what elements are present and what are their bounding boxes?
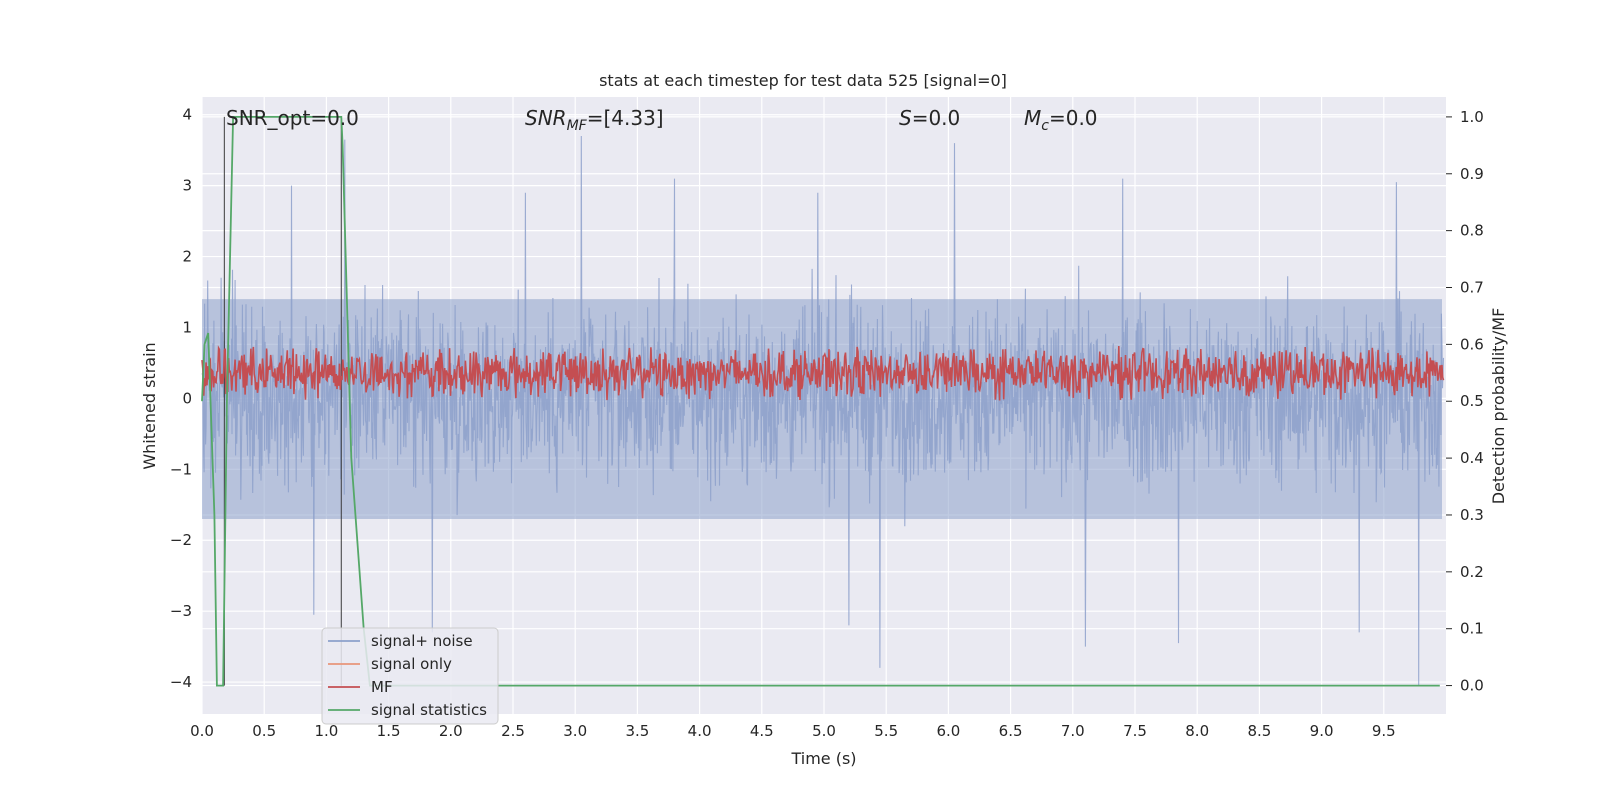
legend-label: MF [371,678,393,696]
x-axis-ticks: 0.0 0.5 1.0 1.5 2.0 2.5 3.0 3.5 4.0 4.5 5.0 5.5 6.0 6… [190,722,1396,740]
x-tick-label: 7.0 [1061,722,1085,740]
y-tick-label: −4 [170,673,192,691]
signal-noise-series [201,135,1445,686]
legend-box [321,627,499,725]
annotation-snr-opt: SNR_opt=0.0 [226,106,359,130]
series-line-signal-statistics [201,116,1440,687]
y-right-tick-label: 0.3 [1460,506,1484,524]
legend: signal+ noise signal only MF signal stat… [321,627,499,725]
legend-label: signal statistics [371,701,487,719]
legend-label: signal+ noise [371,632,473,650]
y-tick-label: −1 [170,460,192,478]
x-tick-label: 6.5 [999,722,1023,740]
y-right-axis-ticks: 1.0 0.9 0.8 0.7 0.6 0.5 0.4 0.3 0.2 0.1 0.0 [1446,108,1484,695]
x-tick-label: 4.5 [750,722,774,740]
y-right-tick-label: 0.6 [1460,335,1484,353]
x-tick-label: 6.0 [936,722,960,740]
legend-item-signal-statistics: signal statistics [328,701,487,719]
x-axis-label: Time (s) [790,749,856,768]
y-axis-ticks: 4 3 2 1 0 −1 −2 −3 −4 [170,106,192,691]
y-right-tick-label: 0.8 [1460,222,1484,240]
x-tick-label: 7.5 [1123,722,1147,740]
y-tick-label: 3 [182,177,192,195]
annotation-snr-mf-sub: MF [567,118,588,134]
annotation-snr-mf-main: SNR [525,106,567,130]
x-tick-label: 5.5 [874,722,898,740]
y-right-tick-label: 0.0 [1460,677,1484,695]
y-right-tick-label: 0.4 [1460,449,1484,467]
x-tick-label: 5.0 [812,722,836,740]
annotation-s-value: =0.0 [912,106,961,130]
annotation-mc: Mc=0.0 [1024,106,1098,134]
y-right-tick-label: 0.2 [1460,563,1484,581]
legend-item-signal-only: signal only [328,655,452,673]
annotation-snr-mf: SNRMF=[4.33] [525,106,664,134]
y-right-tick-label: 0.7 [1460,279,1484,297]
y-right-tick-label: 0.5 [1460,392,1484,410]
x-tick-label: 8.0 [1185,722,1209,740]
annotation-s-main: S [899,106,912,130]
annotation-s: S=0.0 [899,106,960,130]
x-tick-label: 3.0 [563,722,587,740]
annotation-snr-mf-value: =[4.33] [587,106,664,130]
y-right-axis-label: Detection probability/MF [1489,308,1508,505]
x-tick-label: 2.0 [439,722,463,740]
x-tick-label: 3.5 [625,722,649,740]
legend-label: signal only [371,655,452,673]
series-band-signal-noise [202,299,1442,519]
x-tick-label: 1.5 [377,722,401,740]
x-tick-label: 0.0 [190,722,214,740]
y-axis-label: Whitened strain [140,342,159,469]
signal-statistics-series [201,116,1440,687]
annotation-mc-value: =0.0 [1049,106,1098,130]
chart-title: stats at each timestep for test data 525… [599,71,1007,90]
x-tick-label: 0.5 [252,722,276,740]
y-tick-label: 2 [182,248,192,266]
y-tick-label: 1 [182,318,192,336]
annotation-mc-sub: c [1041,118,1049,134]
y-tick-label: 0 [182,389,192,407]
y-tick-label: 4 [182,106,192,124]
mf-series [201,345,1445,401]
legend-item-mf: MF [328,678,393,696]
y-right-tick-label: 0.1 [1460,620,1484,638]
y-tick-label: −3 [170,602,192,620]
x-tick-label: 8.5 [1247,722,1271,740]
y-right-tick-label: 1.0 [1460,108,1484,126]
series-line-mf [201,345,1445,401]
annotation-mc-main: M [1024,106,1041,130]
y-right-tick-label: 0.9 [1460,165,1484,183]
legend-item-signal-noise: signal+ noise [328,632,473,650]
y-tick-label: −2 [170,531,192,549]
x-tick-label: 4.0 [688,722,712,740]
x-tick-label: 9.5 [1372,722,1396,740]
x-tick-label: 9.0 [1310,722,1334,740]
x-tick-label: 1.0 [314,722,338,740]
x-tick-label: 2.5 [501,722,525,740]
